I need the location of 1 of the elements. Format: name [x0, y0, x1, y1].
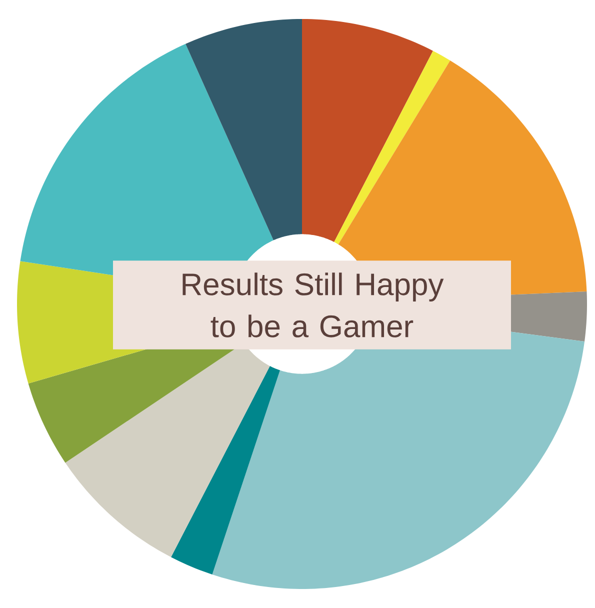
text: Results Still Happy to be a Gamer [182, 272, 444, 338]
